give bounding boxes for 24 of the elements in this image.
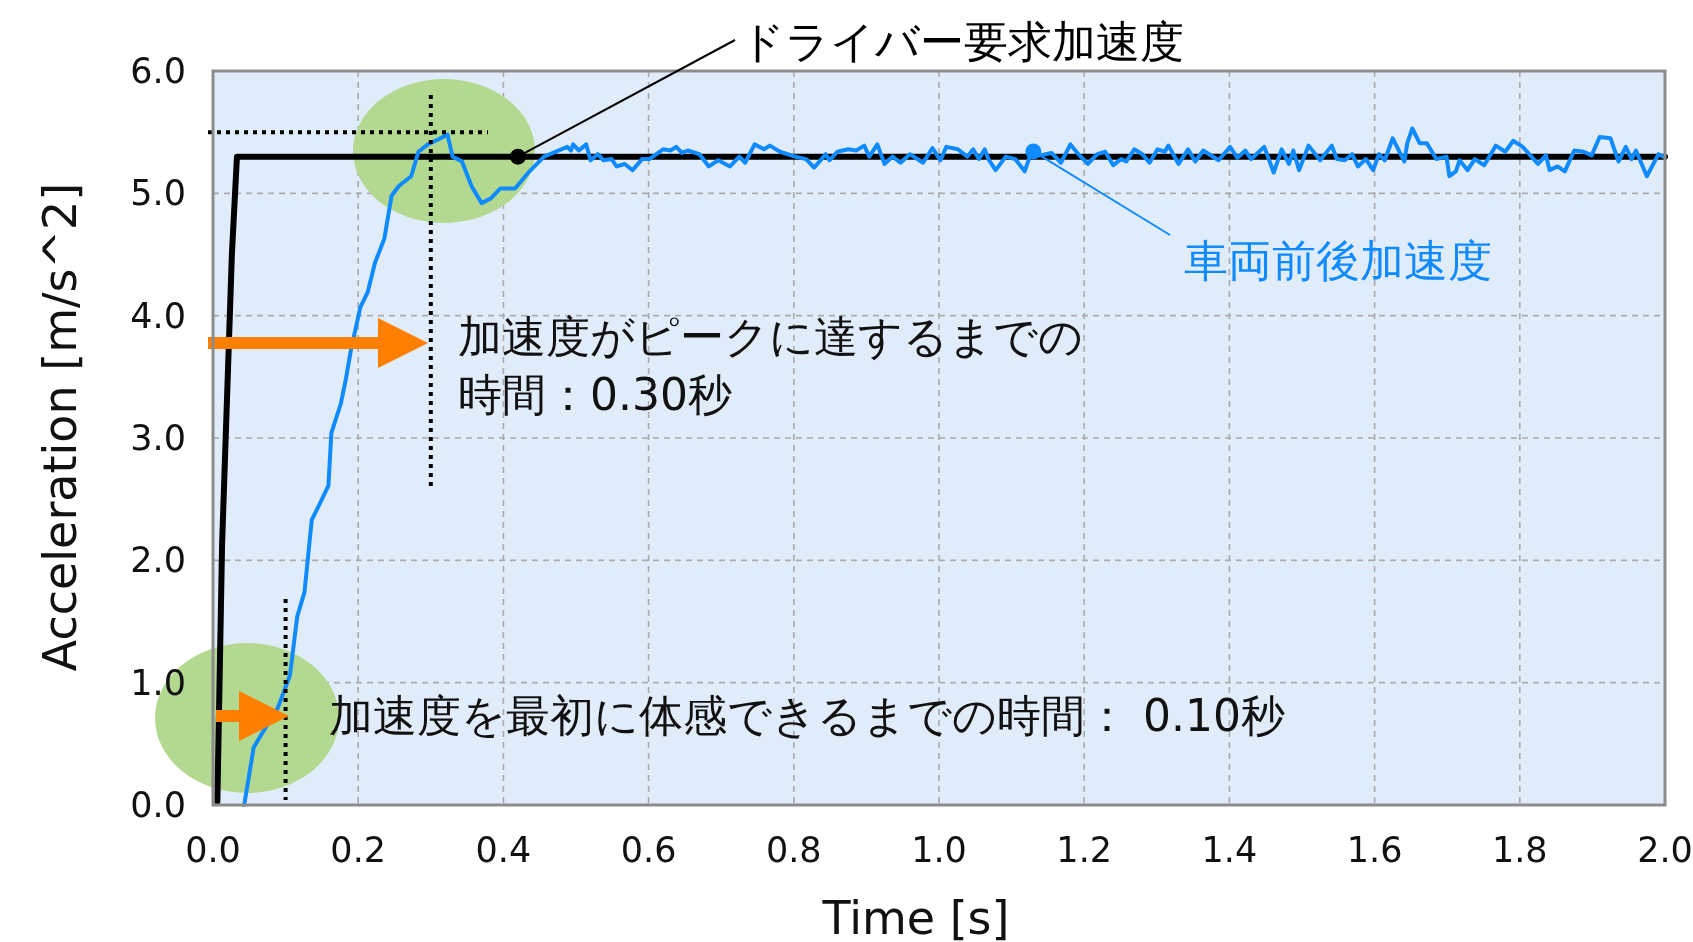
x-tick-label: 1.6 — [1346, 830, 1403, 870]
x-tick-label: 0.2 — [330, 830, 387, 870]
y-tick-label: 6.0 — [130, 51, 186, 91]
x-tick-label: 1.2 — [1056, 830, 1113, 870]
x-tick-label: 1.8 — [1491, 830, 1548, 870]
text: ドライバー要求加速度 — [740, 16, 1184, 67]
y-axis-title: Acceleration [m/s^2] — [33, 182, 87, 672]
annotation: 加速度を最初に体感できるまでの時間： 0.10秒 — [329, 690, 1285, 741]
series-label: 車両前後加速度 — [1184, 235, 1492, 286]
x-tick-label: 2.0 — [1637, 830, 1693, 870]
y-tick-label: 5.0 — [130, 173, 186, 214]
x-tick-label: 0.8 — [765, 830, 822, 870]
y-tick-label: 0.0 — [130, 785, 186, 825]
x-tick-label: 1.4 — [1201, 830, 1258, 870]
x-tick-label: 0.6 — [620, 830, 677, 870]
y-tick-label: 1.0 — [130, 662, 186, 703]
y-tick-label: 3.0 — [130, 418, 186, 458]
annotation: 加速度がピークに達するまでの時間：0.30秒 — [458, 311, 1083, 420]
x-tick-label: 1.0 — [911, 830, 967, 870]
x-tick-label: 0.0 — [185, 830, 241, 870]
x-tick-label: 0.4 — [475, 830, 532, 870]
x-axis-title: Time [s] — [821, 891, 1010, 942]
y-tick-label: 2.0 — [130, 540, 186, 581]
y-tick-label: 4.0 — [130, 295, 186, 336]
